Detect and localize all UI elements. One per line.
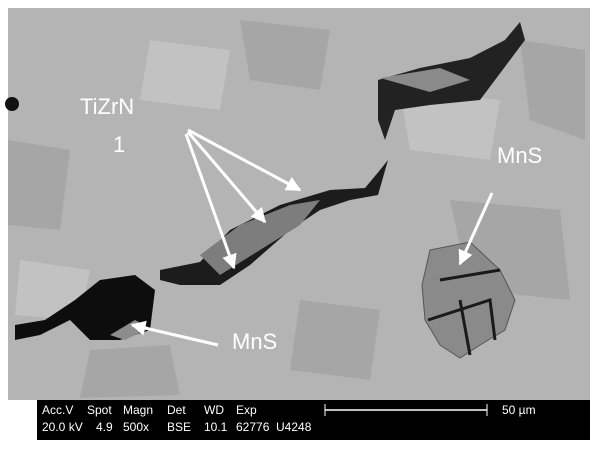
info-value: 20.0 kV	[42, 420, 83, 434]
info-header: WD	[204, 403, 224, 417]
info-header: Acc.V	[42, 403, 73, 417]
info-value: 4.9	[96, 420, 113, 434]
info-value: 10.1	[204, 420, 228, 434]
info-value: U4248	[276, 420, 312, 434]
info-value: BSE	[167, 420, 191, 434]
info-header: Spot	[87, 403, 112, 417]
micrograph: TiZrN 1 MnS MnS Acc.V Spot Magn Det WD Exp 20…	[0, 0, 597, 450]
info-header: Det	[167, 403, 186, 417]
dark-spot	[5, 97, 19, 111]
label-mns-right: MnS	[497, 143, 542, 168]
info-header: Exp	[236, 403, 257, 417]
info-value: 62776	[236, 420, 270, 434]
label-mns-lower: MnS	[232, 329, 277, 354]
micrograph-page: TiZrN 1 MnS MnS Acc.V Spot Magn Det WD Exp 20…	[0, 0, 597, 450]
scale-label: 50 µm	[502, 403, 536, 417]
info-header: Magn	[123, 403, 153, 417]
label-number: 1	[113, 132, 125, 157]
label-tizrn: TiZrN	[80, 94, 134, 119]
info-value: 500x	[123, 420, 149, 434]
